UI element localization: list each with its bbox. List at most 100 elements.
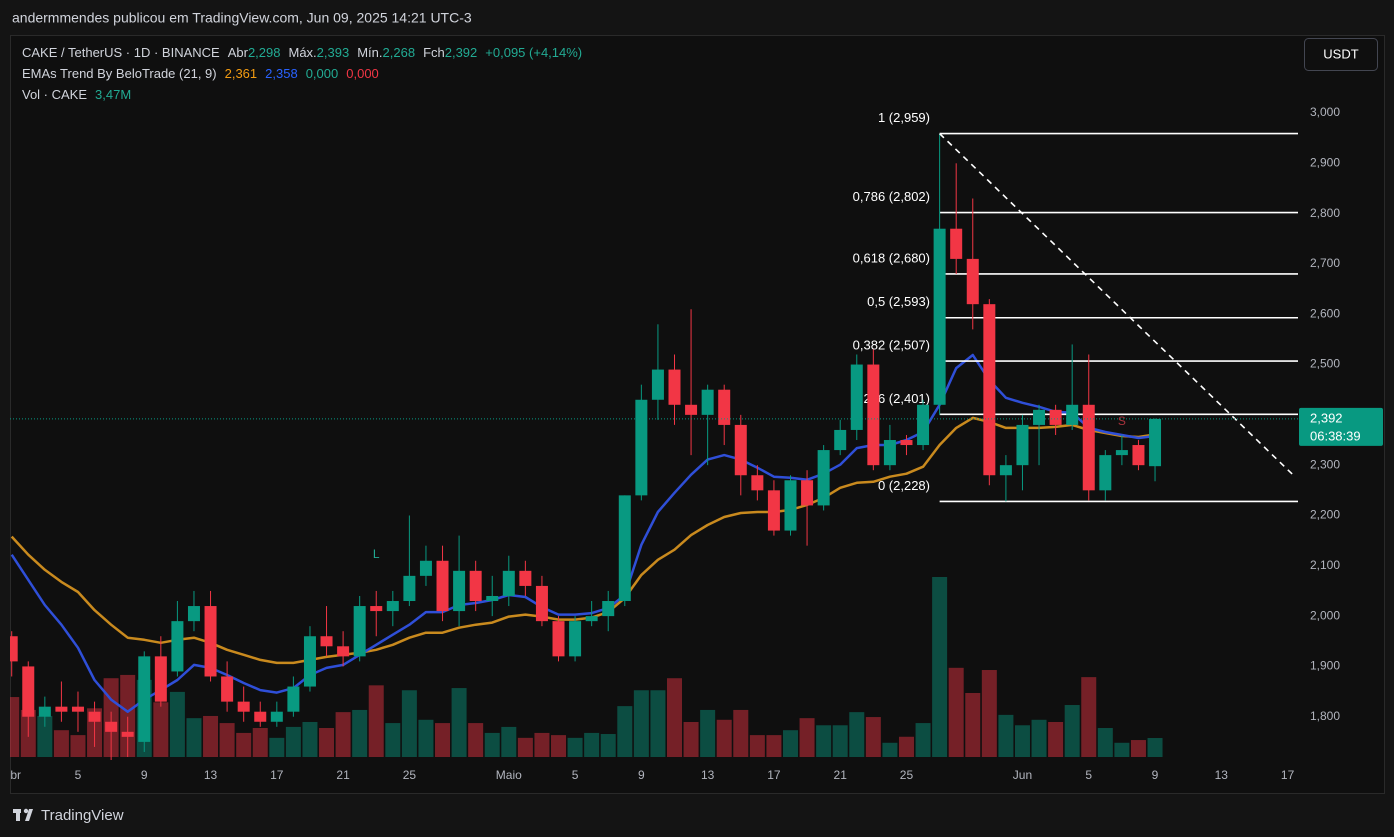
- candle-body: [353, 606, 366, 657]
- volume-bar: [683, 721, 699, 757]
- candle-body: [469, 570, 482, 602]
- volume-bar: [799, 718, 815, 757]
- volume-bar: [517, 737, 533, 757]
- candle-body: [668, 369, 681, 405]
- volume-bar: [766, 735, 782, 757]
- candle-layer: [10, 133, 1162, 760]
- logo-dot: [23, 808, 29, 814]
- y-tick-label: 2,800: [1310, 206, 1340, 220]
- y-tick-label: 3,000: [1310, 105, 1340, 119]
- candle-body: [419, 560, 432, 576]
- indicator-value: 2,358: [265, 66, 298, 81]
- time-axis: Abr 5 9 13 17 21 25 Maio 5 9 13 17 21 25 Jun 5 9 13 17: [2, 768, 1295, 782]
- candle-body: [883, 440, 896, 466]
- symbol: CAKE / TetherUS · 1D · BINANCE: [22, 45, 220, 60]
- fib-label: 1 (2,959): [878, 110, 930, 125]
- candle-body: [204, 606, 217, 677]
- candle-body: [1033, 409, 1046, 425]
- volume-bar: [186, 718, 202, 757]
- candle-body: [701, 389, 714, 415]
- fib-label: 0,382 (2,507): [853, 337, 930, 352]
- indicator-value: 2,361: [225, 66, 258, 81]
- candle-body: [850, 364, 863, 430]
- candle-body: [1132, 445, 1145, 466]
- candle-body: [237, 701, 250, 712]
- volume-bar: [865, 717, 881, 757]
- candle-body: [270, 711, 283, 722]
- open-value: 2,298: [248, 45, 281, 60]
- candle-body: [386, 601, 399, 612]
- candle-body: [1066, 404, 1079, 425]
- candle-body: [320, 636, 333, 647]
- open-label: Abr: [228, 45, 249, 60]
- high-value: 2,393: [317, 45, 350, 60]
- fib-label: 0,5 (2,593): [867, 294, 930, 309]
- x-tick-label: 25: [403, 768, 417, 782]
- x-tick-label: 9: [141, 768, 148, 782]
- y-tick-label: 2,900: [1310, 155, 1340, 169]
- fib-label: 0 (2,228): [878, 478, 930, 493]
- candle-body: [486, 595, 499, 602]
- legend-line: CAKE / TetherUS · 1D · BINANCE Abr2,298 Má…: [22, 45, 582, 60]
- change: +0,095 (+4,14%): [485, 45, 582, 60]
- brand-name[interactable]: TradingView: [41, 807, 124, 824]
- x-tick-label: 13: [701, 768, 715, 782]
- candle-body: [535, 585, 548, 622]
- y-tick-label: 1,800: [1310, 709, 1340, 723]
- candle-body: [303, 636, 316, 687]
- x-tick-label: Abr: [2, 768, 21, 782]
- fib-label: 0,786 (2,802): [853, 189, 930, 204]
- y-tick-label: 2,700: [1310, 256, 1340, 270]
- x-tick-label: 17: [270, 768, 284, 782]
- volume-bar: [1147, 738, 1163, 757]
- candle-body: [337, 646, 350, 657]
- volume-name: Vol · CAKE: [22, 87, 87, 102]
- volume-bar: [468, 723, 484, 757]
- volume-bar: [633, 690, 649, 757]
- trend-line: [939, 133, 1296, 478]
- volume-bar: [203, 715, 219, 757]
- candle-body: [221, 676, 234, 702]
- price-box: [1299, 407, 1383, 446]
- signal: S: [1118, 414, 1126, 428]
- x-tick-label: Jun: [1013, 768, 1032, 782]
- candle-body: [38, 706, 51, 717]
- volume-bar: [749, 735, 765, 757]
- volume-bar: [898, 736, 914, 757]
- volume-bar: [435, 723, 451, 757]
- volume-bar: [401, 690, 417, 757]
- low-label: Mín.: [357, 45, 382, 60]
- currency-button[interactable]: USDT: [1304, 38, 1378, 71]
- signal: L: [373, 547, 380, 561]
- indicator-value: 0,000: [306, 66, 339, 81]
- x-tick-label: Maio: [496, 768, 522, 782]
- volume-bar: [53, 730, 69, 757]
- indicator-value: 0,000: [346, 66, 379, 81]
- currency[interactable]: USDT: [1323, 46, 1358, 61]
- volume-bar: [617, 706, 633, 757]
- volume-bar: [832, 725, 848, 757]
- brand[interactable]: TradingView: [13, 807, 124, 824]
- volume-bar: [1064, 705, 1080, 757]
- x-tick-label: 25: [900, 768, 914, 782]
- overlay-layer: LS: [10, 133, 1298, 561]
- candle-body: [1149, 418, 1162, 467]
- candle-body: [867, 364, 880, 466]
- x-tick-label: 9: [638, 768, 645, 782]
- currency-box[interactable]: [1304, 38, 1378, 71]
- x-tick-label: 5: [572, 768, 579, 782]
- volume-bar: [219, 723, 235, 757]
- volume-bar: [252, 728, 268, 757]
- candle-body: [1049, 409, 1062, 425]
- volume-bar: [882, 742, 898, 757]
- volume-bar: [1014, 725, 1030, 757]
- candle-body: [767, 490, 780, 531]
- candle-body: [519, 570, 532, 586]
- fib-label: 0,236 (2,401): [853, 391, 930, 406]
- x-tick-label: 13: [204, 768, 218, 782]
- volume-bar: [1031, 719, 1047, 757]
- x-tick-label: 13: [1215, 768, 1229, 782]
- candle-body: [966, 258, 979, 305]
- volume-bar: [1048, 721, 1064, 757]
